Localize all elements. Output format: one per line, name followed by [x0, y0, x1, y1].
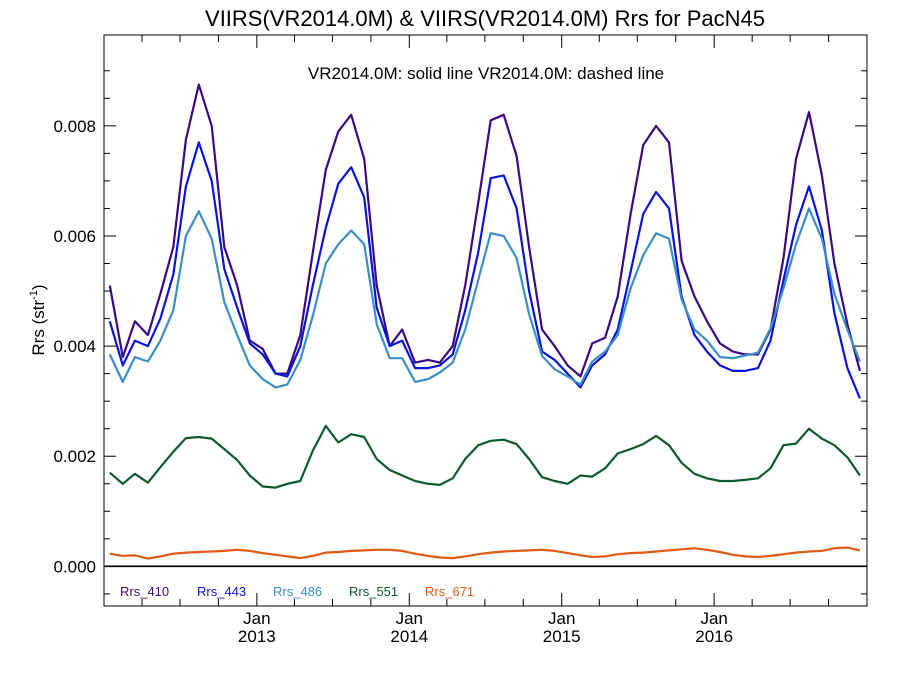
- y-tick-label: 0.004: [53, 337, 96, 356]
- legend-item-rrs-486: Rrs_486: [273, 584, 322, 599]
- series-line-rrs-551: [109, 424, 861, 489]
- legend-item-rrs-551: Rrs_551: [349, 584, 398, 599]
- series-line-rrs-671: [109, 546, 861, 560]
- y-axis-label-close: ): [29, 284, 48, 290]
- x-tick-label-year: 2016: [695, 627, 733, 646]
- y-tick-label: 0.006: [53, 227, 96, 246]
- legend-item-rrs-671: Rrs_671: [425, 584, 474, 599]
- y-tick-label: 0.002: [53, 447, 96, 466]
- y-tick-label: 0.008: [53, 117, 96, 136]
- legend: Rrs_410 Rrs_443 Rrs_486 Rrs_551 Rrs_671: [120, 584, 474, 599]
- chart-title: VIIRS(VR2014.0M) & VIIRS(VR2014.0M) Rrs …: [205, 6, 765, 31]
- series-line-rrs-486: [108, 207, 861, 389]
- axes: 0.0000.0020.0040.0060.008Jan2013Jan2014J…: [53, 35, 867, 646]
- line-style-note: VR2014.0M: solid line VR2014.0M: dashed …: [308, 64, 664, 83]
- plot-frame: [103, 34, 868, 607]
- y-tick-label: 0.000: [53, 557, 96, 576]
- y-axis-label: Rrs (str-1): [28, 284, 48, 355]
- x-tick-label-month: Jan: [243, 609, 270, 628]
- series-line-rrs-443: [108, 141, 861, 399]
- x-tick-label-year: 2014: [390, 627, 428, 646]
- legend-item-rrs-410: Rrs_410: [120, 584, 169, 599]
- series-line-rrs-410: [108, 83, 861, 378]
- y-axis-label-text: Rrs (str: [29, 300, 48, 356]
- x-tick-label-year: 2013: [238, 627, 276, 646]
- y-axis-label-superscript: -1: [28, 290, 40, 300]
- x-tick-label-month: Jan: [548, 609, 575, 628]
- x-tick-label-month: Jan: [396, 609, 423, 628]
- legend-item-rrs-443: Rrs_443: [197, 584, 246, 599]
- plot-area: [104, 83, 867, 568]
- x-tick-label-year: 2015: [543, 627, 581, 646]
- x-tick-label-month: Jan: [700, 609, 727, 628]
